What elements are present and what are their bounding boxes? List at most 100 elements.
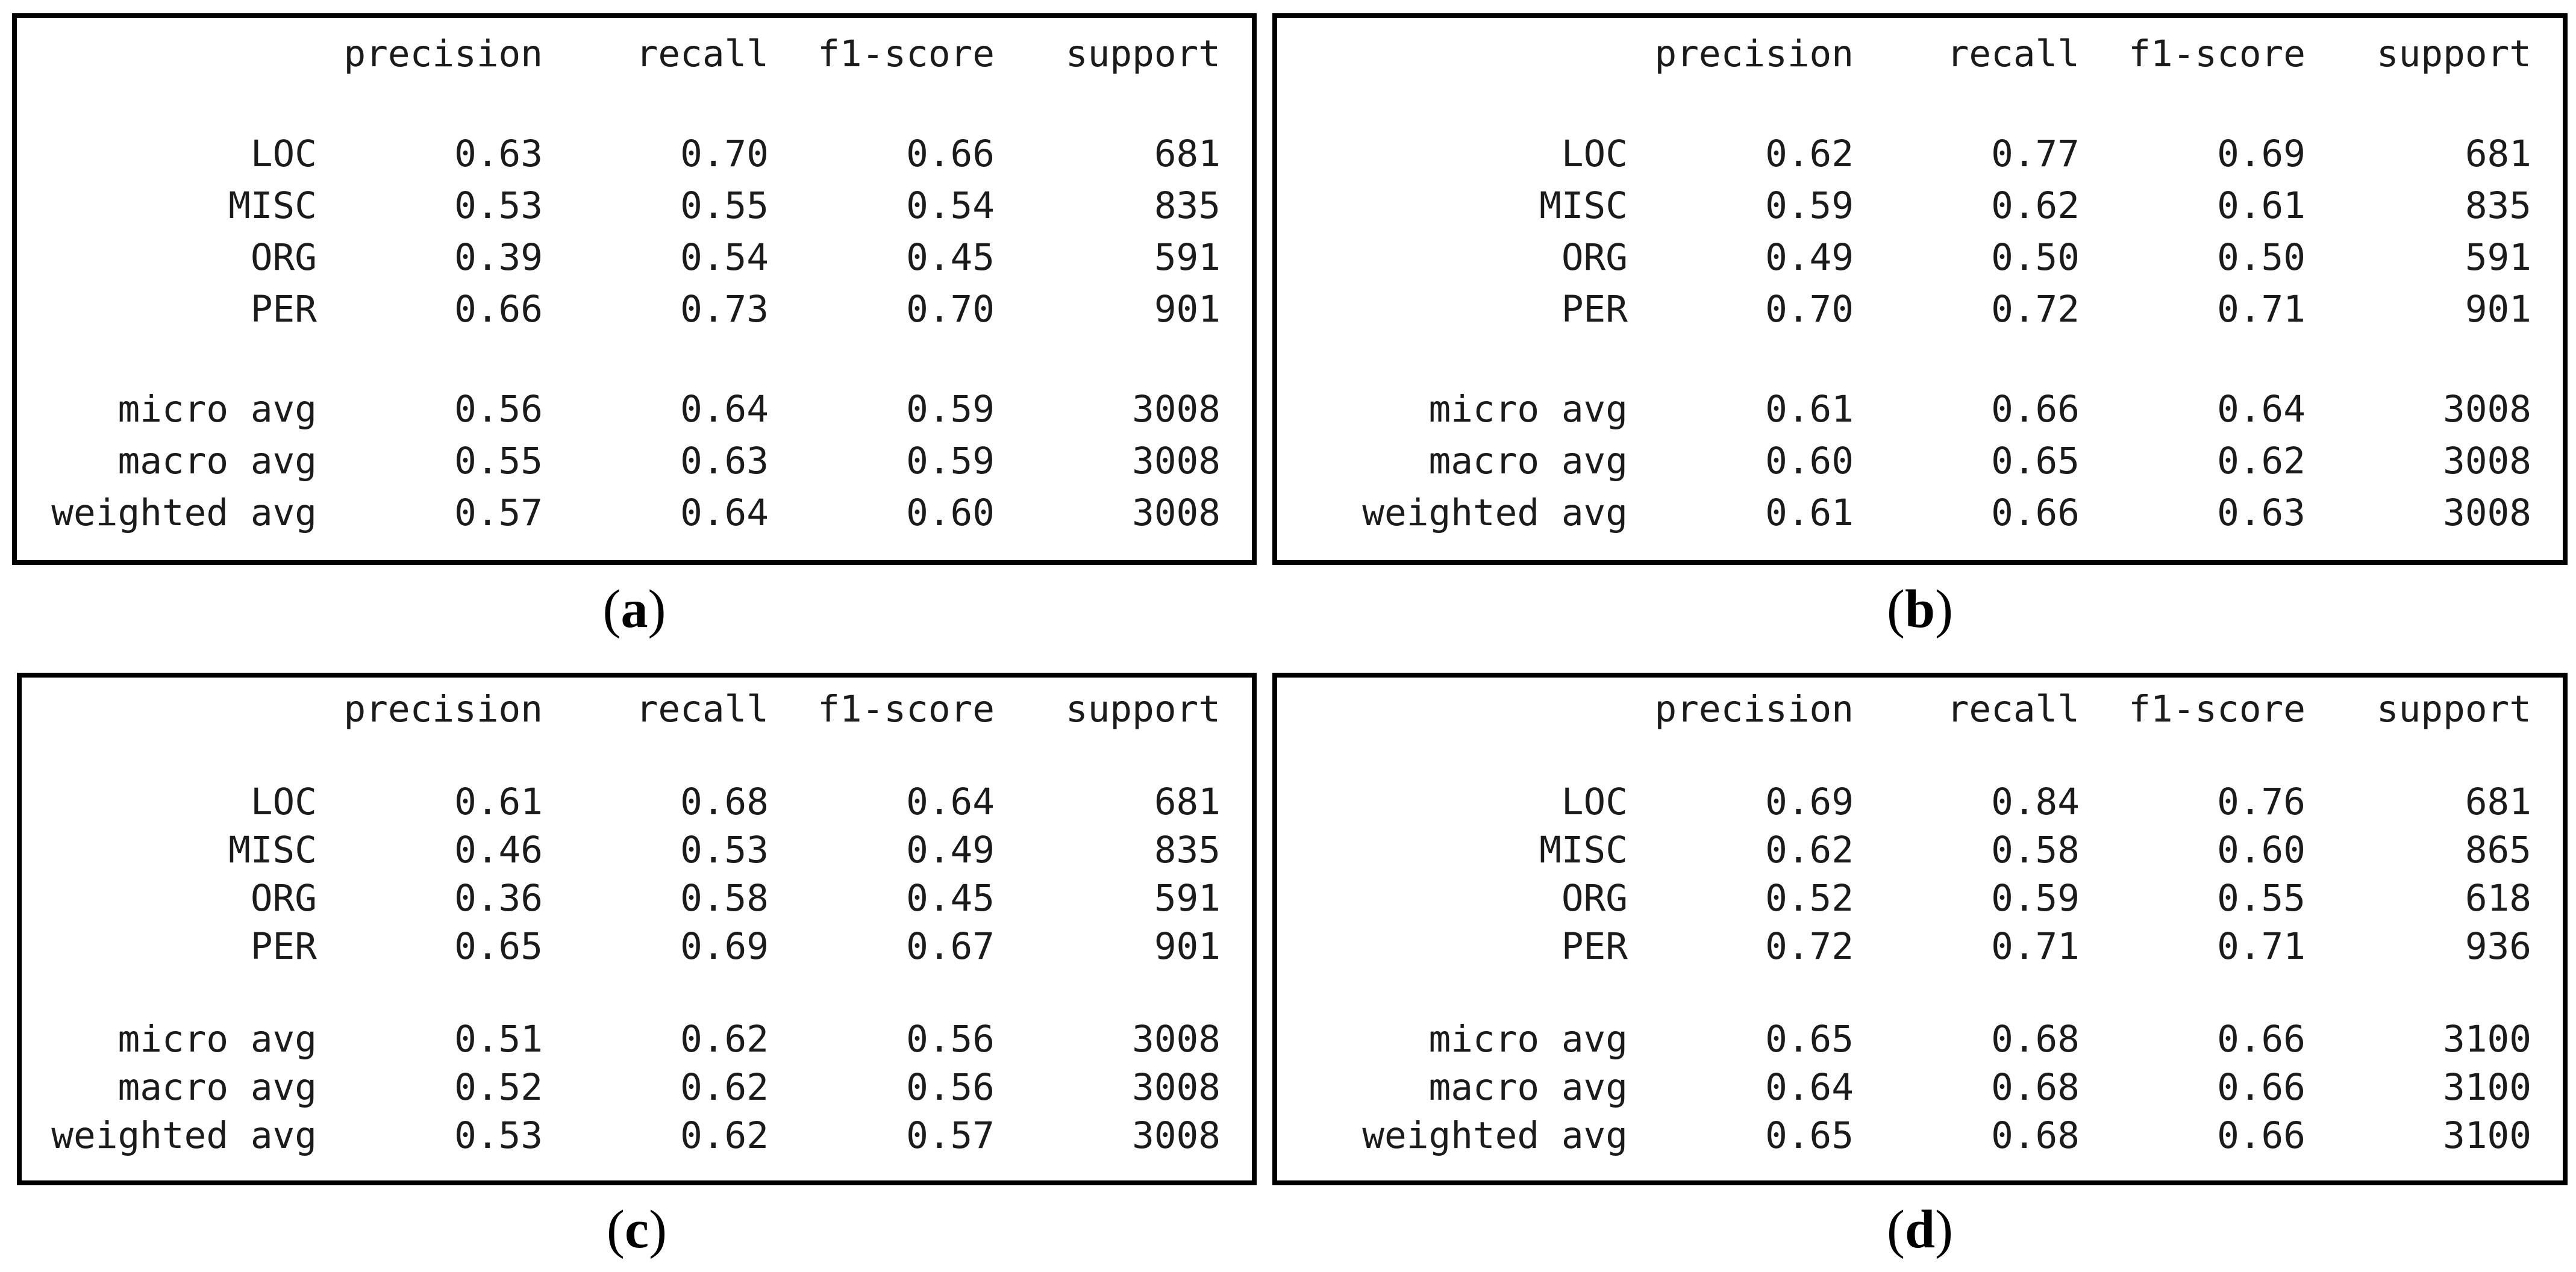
cell-precision: 0.61 bbox=[1765, 387, 1854, 431]
cell-precision: 0.60 bbox=[1765, 439, 1854, 482]
row-label: weighted avg bbox=[1362, 1114, 1628, 1157]
cell-support: 591 bbox=[2465, 235, 2531, 279]
cell-precision: 0.52 bbox=[454, 1065, 543, 1109]
cell-recall: 0.73 bbox=[680, 287, 769, 331]
row-label: ORG bbox=[1561, 235, 1628, 279]
cell-recall: 0.58 bbox=[680, 876, 769, 920]
column-header-recall: recall bbox=[636, 687, 769, 731]
table-row-org: ORG 0.39 0.54 0.45 591 bbox=[39, 231, 1221, 283]
table-row-loc: LOC 0.62 0.77 0.69 681 bbox=[1299, 128, 2531, 179]
column-header-support: support bbox=[1065, 32, 1221, 75]
table-row-macro-avg: macro avg 0.60 0.65 0.62 3008 bbox=[1299, 435, 2531, 487]
column-header-recall: recall bbox=[1946, 687, 2080, 731]
column-header-precision: precision bbox=[343, 687, 543, 731]
row-label: MISC bbox=[1539, 828, 1628, 871]
cell-support: 591 bbox=[1154, 876, 1221, 920]
column-header-precision: precision bbox=[1654, 687, 1854, 731]
caption-paren-open: ( bbox=[1886, 579, 1905, 639]
classification-report-c: precision recall f1-score support LOC 0.61 0.6… bbox=[22, 678, 1252, 1180]
caption-paren-close: ) bbox=[1935, 1200, 1954, 1259]
cell-precision: 0.65 bbox=[454, 924, 543, 968]
panel-caption-a: (a) bbox=[12, 573, 1257, 646]
cell-precision: 0.59 bbox=[1765, 184, 1854, 227]
cell-f1-score: 0.67 bbox=[906, 924, 995, 968]
cell-f1-score: 0.56 bbox=[906, 1065, 995, 1109]
table-row-loc: LOC 0.69 0.84 0.76 681 bbox=[1299, 778, 2531, 826]
cell-support: 3100 bbox=[2443, 1017, 2531, 1061]
table-row-micro-avg: micro avg 0.56 0.64 0.59 3008 bbox=[39, 383, 1221, 435]
caption-paren-close: ) bbox=[1935, 579, 1954, 639]
cell-f1-score: 0.69 bbox=[2217, 132, 2306, 175]
table-row-org: ORG 0.36 0.58 0.45 591 bbox=[43, 874, 1221, 922]
table-row-misc: MISC 0.53 0.55 0.54 835 bbox=[39, 179, 1221, 231]
header-row: precision recall f1-score support bbox=[43, 685, 1221, 733]
cell-precision: 0.66 bbox=[454, 287, 543, 331]
table-spacer bbox=[1299, 80, 2531, 128]
cell-support: 3008 bbox=[1132, 1017, 1221, 1061]
cell-precision: 0.57 bbox=[454, 491, 543, 534]
table-spacer bbox=[1299, 335, 2531, 383]
classification-report-b: precision recall f1-score support LOC 0.62 0.7… bbox=[1277, 18, 2563, 560]
table-row-misc: MISC 0.46 0.53 0.49 835 bbox=[43, 826, 1221, 874]
table-row-per: PER 0.70 0.72 0.71 901 bbox=[1299, 283, 2531, 335]
cell-support: 681 bbox=[1154, 132, 1221, 175]
row-label: macro avg bbox=[1428, 439, 1628, 482]
caption-paren-close: ) bbox=[648, 1200, 667, 1259]
panel-caption-b: (b) bbox=[1272, 573, 2568, 646]
cell-precision: 0.69 bbox=[1765, 780, 1854, 823]
row-label: LOC bbox=[250, 132, 317, 175]
row-label: micro avg bbox=[1428, 1017, 1628, 1061]
cell-support: 3008 bbox=[1132, 1114, 1221, 1157]
table-spacer bbox=[39, 80, 1221, 128]
table-spacer bbox=[1299, 733, 2531, 778]
table-row-weighted-avg: weighted avg 0.65 0.68 0.66 3100 bbox=[1299, 1111, 2531, 1159]
cell-support: 681 bbox=[1154, 780, 1221, 823]
cell-f1-score: 0.45 bbox=[906, 235, 995, 279]
cell-support: 865 bbox=[2465, 828, 2531, 871]
cell-recall: 0.68 bbox=[1991, 1017, 2080, 1061]
cell-f1-score: 0.64 bbox=[906, 780, 995, 823]
caption-paren-close: ) bbox=[648, 579, 666, 639]
cell-precision: 0.53 bbox=[454, 184, 543, 227]
classification-report-d: precision recall f1-score support LOC 0.69 0.8… bbox=[1277, 678, 2563, 1180]
report-box-b: precision recall f1-score support LOC 0.62 0.7… bbox=[1272, 13, 2568, 565]
cell-precision: 0.52 bbox=[1765, 876, 1854, 920]
cell-precision: 0.70 bbox=[1765, 287, 1854, 331]
cell-support: 901 bbox=[1154, 287, 1221, 331]
column-header-f1-score: f1-score bbox=[2128, 32, 2306, 75]
cell-support: 3008 bbox=[1132, 1065, 1221, 1109]
cell-precision: 0.61 bbox=[1765, 491, 1854, 534]
column-header-support: support bbox=[2376, 687, 2531, 731]
cell-support: 936 bbox=[2465, 924, 2531, 968]
row-label: macro avg bbox=[1428, 1065, 1628, 1109]
cell-support: 3008 bbox=[2443, 491, 2531, 534]
row-label: PER bbox=[1561, 924, 1628, 968]
cell-f1-score: 0.61 bbox=[2217, 184, 2306, 227]
row-label: weighted avg bbox=[1362, 491, 1628, 534]
row-label: PER bbox=[1561, 287, 1628, 331]
cell-support: 3008 bbox=[1132, 439, 1221, 482]
cell-precision: 0.62 bbox=[1765, 132, 1854, 175]
cell-precision: 0.36 bbox=[454, 876, 543, 920]
cell-f1-score: 0.54 bbox=[906, 184, 995, 227]
caption-letter: a bbox=[621, 579, 648, 639]
cell-recall: 0.64 bbox=[680, 491, 769, 534]
cell-f1-score: 0.62 bbox=[2217, 439, 2306, 482]
report-box-a: precision recall f1-score support LOC 0.63 0.7… bbox=[12, 13, 1257, 565]
caption-letter: d bbox=[1904, 1200, 1936, 1259]
cell-f1-score: 0.66 bbox=[2217, 1114, 2306, 1157]
cell-f1-score: 0.60 bbox=[906, 491, 995, 534]
row-label: MISC bbox=[228, 828, 317, 871]
table-row-loc: LOC 0.61 0.68 0.64 681 bbox=[43, 778, 1221, 826]
table-spacer bbox=[43, 970, 1221, 1015]
cell-recall: 0.62 bbox=[680, 1017, 769, 1061]
cell-f1-score: 0.45 bbox=[906, 876, 995, 920]
cell-f1-score: 0.66 bbox=[906, 132, 995, 175]
cell-support: 3008 bbox=[1132, 491, 1221, 534]
table-row-macro-avg: macro avg 0.64 0.68 0.66 3100 bbox=[1299, 1063, 2531, 1111]
header-row: precision recall f1-score support bbox=[1299, 685, 2531, 733]
table-row-per: PER 0.66 0.73 0.70 901 bbox=[39, 283, 1221, 335]
table-row-macro-avg: macro avg 0.52 0.62 0.56 3008 bbox=[43, 1063, 1221, 1111]
cell-f1-score: 0.55 bbox=[2217, 876, 2306, 920]
